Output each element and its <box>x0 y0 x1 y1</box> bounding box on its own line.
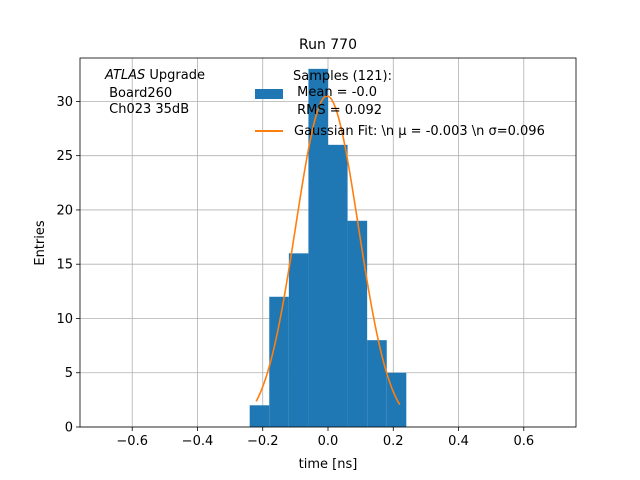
annotation-line2: Board260 <box>105 86 172 101</box>
x-axis-label: time [ns] <box>299 457 358 472</box>
annotation-italic: ATLAS <box>104 68 145 83</box>
y-tick-label: 30 <box>56 95 73 110</box>
x-tick-label: 0.2 <box>383 434 404 449</box>
x-axis-ticks: −0.6 −0.4 −0.2 0.0 0.2 0.4 0.6 <box>116 427 534 449</box>
y-axis-ticks: 0 5 10 15 20 25 30 <box>56 95 80 436</box>
x-tick-label: 0.0 <box>318 434 339 449</box>
histogram-bar <box>249 405 270 427</box>
x-tick-label: −0.2 <box>247 434 279 449</box>
annotation-line3: Ch023 35dB <box>105 102 189 117</box>
annotation-line1-rest: Upgrade <box>145 68 205 83</box>
histogram-bar <box>308 68 328 428</box>
y-tick-label: 5 <box>65 366 73 381</box>
plot-frame <box>79 57 577 428</box>
y-tick-label: 20 <box>56 203 73 218</box>
histogram-bar <box>288 253 309 427</box>
y-axis-label: Entries <box>33 220 48 266</box>
x-tick-label: −0.6 <box>116 434 148 449</box>
histogram-bars <box>249 68 407 428</box>
legend: Samples (121): Mean = -0.0 RMS = 0.092 G… <box>255 69 545 139</box>
y-tick-label: 15 <box>56 258 73 273</box>
svg-text:ATLAS Upgrade: ATLAS Upgrade <box>104 68 205 83</box>
histogram-bar <box>347 220 368 427</box>
legend-histogram-swatch <box>255 89 283 99</box>
y-tick-label: 0 <box>65 421 73 436</box>
legend-samples-line2: Mean = -0.0 <box>293 85 377 100</box>
histogram-bar <box>269 296 289 427</box>
atlas-annotation: ATLAS Upgrade Board260 Ch023 35dB <box>104 68 205 117</box>
x-tick-label: 0.6 <box>513 434 534 449</box>
legend-fit-label: Gaussian Fit: \n μ = -0.003 \n σ=0.096 <box>294 124 545 139</box>
chart-title: Run 770 <box>299 37 357 53</box>
y-tick-label: 25 <box>56 149 73 164</box>
legend-samples-line1: Samples (121): <box>293 69 392 84</box>
legend-samples-line3: RMS = 0.092 <box>293 103 382 118</box>
x-tick-label: 0.4 <box>448 434 469 449</box>
y-tick-label: 10 <box>56 312 73 327</box>
histogram-bar <box>367 340 387 427</box>
histogram-bar <box>328 144 348 427</box>
gaussian-fit-curve <box>255 95 401 406</box>
x-tick-label: −0.4 <box>182 434 214 449</box>
